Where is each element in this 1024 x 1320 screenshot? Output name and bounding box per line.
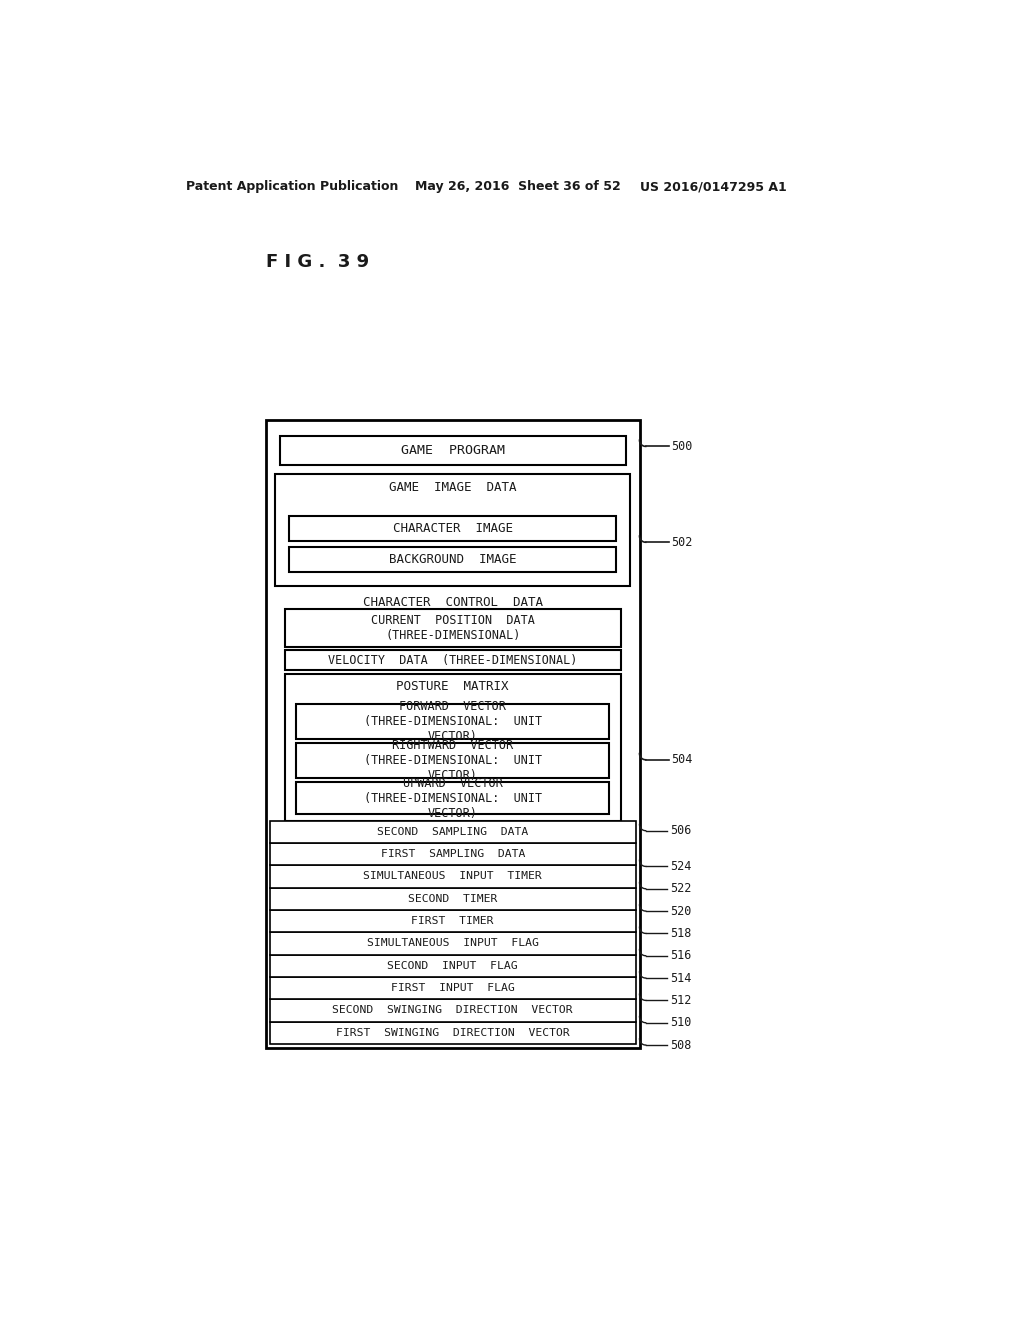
Text: FIRST  SWINGING  DIRECTION  VECTOR: FIRST SWINGING DIRECTION VECTOR bbox=[336, 1028, 569, 1038]
Text: VELOCITY  DATA  (THREE-DIMENSIONAL): VELOCITY DATA (THREE-DIMENSIONAL) bbox=[328, 653, 578, 667]
Text: 500: 500 bbox=[672, 440, 692, 453]
Text: F I G .  3 9: F I G . 3 9 bbox=[266, 253, 369, 272]
Bar bbox=[270, 932, 636, 954]
Text: SECOND  SWINGING  DIRECTION  VECTOR: SECOND SWINGING DIRECTION VECTOR bbox=[333, 1006, 573, 1015]
Text: 508: 508 bbox=[670, 1039, 691, 1052]
Bar bbox=[280, 436, 626, 465]
Bar bbox=[270, 909, 636, 932]
Text: CURRENT  POSITION  DATA
(THREE-DIMENSIONAL): CURRENT POSITION DATA (THREE-DIMENSIONAL… bbox=[371, 614, 535, 642]
Text: 514: 514 bbox=[670, 972, 691, 985]
Text: 506: 506 bbox=[670, 824, 691, 837]
Bar bbox=[270, 1022, 636, 1044]
Text: 502: 502 bbox=[672, 536, 692, 549]
Bar bbox=[270, 999, 636, 1022]
Bar bbox=[285, 609, 621, 647]
Text: US 2016/0147295 A1: US 2016/0147295 A1 bbox=[640, 181, 786, 194]
Text: 504: 504 bbox=[672, 754, 692, 767]
Bar bbox=[270, 887, 636, 909]
Text: 524: 524 bbox=[670, 859, 691, 873]
Bar bbox=[270, 843, 636, 866]
Bar bbox=[270, 866, 636, 887]
Text: SECOND  SAMPLING  DATA: SECOND SAMPLING DATA bbox=[377, 826, 528, 837]
Bar bbox=[266, 420, 640, 1048]
Text: FIRST  TIMER: FIRST TIMER bbox=[412, 916, 494, 927]
Bar bbox=[289, 548, 616, 572]
Text: UPWARD  VECTOR
(THREE-DIMENSIONAL:  UNIT
VECTOR): UPWARD VECTOR (THREE-DIMENSIONAL: UNIT V… bbox=[364, 776, 542, 820]
Bar bbox=[275, 474, 630, 586]
Bar bbox=[296, 743, 609, 779]
Text: SECOND  INPUT  FLAG: SECOND INPUT FLAG bbox=[387, 961, 518, 970]
Text: FORWARD  VECTOR
(THREE-DIMENSIONAL:  UNIT
VECTOR): FORWARD VECTOR (THREE-DIMENSIONAL: UNIT … bbox=[364, 700, 542, 743]
Bar bbox=[285, 675, 621, 821]
Text: Patent Application Publication: Patent Application Publication bbox=[186, 181, 398, 194]
Text: 516: 516 bbox=[670, 949, 691, 962]
Text: 510: 510 bbox=[670, 1016, 691, 1030]
Bar bbox=[270, 821, 636, 843]
Text: May 26, 2016  Sheet 36 of 52: May 26, 2016 Sheet 36 of 52 bbox=[415, 181, 621, 194]
Text: 518: 518 bbox=[670, 927, 691, 940]
Text: BACKGROUND  IMAGE: BACKGROUND IMAGE bbox=[389, 553, 516, 566]
Text: POSTURE  MATRIX: POSTURE MATRIX bbox=[396, 680, 509, 693]
Bar bbox=[289, 516, 616, 541]
Text: CHARACTER  IMAGE: CHARACTER IMAGE bbox=[393, 523, 513, 536]
Text: 512: 512 bbox=[670, 994, 691, 1007]
Text: GAME  IMAGE  DATA: GAME IMAGE DATA bbox=[389, 482, 516, 495]
Bar bbox=[285, 651, 621, 671]
Text: SECOND  TIMER: SECOND TIMER bbox=[408, 894, 498, 904]
Bar bbox=[270, 977, 636, 999]
Text: FIRST  INPUT  FLAG: FIRST INPUT FLAG bbox=[391, 983, 515, 993]
Bar bbox=[296, 781, 609, 814]
Text: CHARACTER  CONTROL  DATA: CHARACTER CONTROL DATA bbox=[362, 597, 543, 610]
Text: SIMULTANEOUS  INPUT  TIMER: SIMULTANEOUS INPUT TIMER bbox=[364, 871, 542, 882]
Bar bbox=[270, 954, 636, 977]
Text: 522: 522 bbox=[670, 882, 691, 895]
Bar bbox=[296, 704, 609, 739]
Text: SIMULTANEOUS  INPUT  FLAG: SIMULTANEOUS INPUT FLAG bbox=[367, 939, 539, 948]
Text: RIGHTWARD  VECTOR
(THREE-DIMENSIONAL:  UNIT
VECTOR): RIGHTWARD VECTOR (THREE-DIMENSIONAL: UNI… bbox=[364, 739, 542, 781]
Text: FIRST  SAMPLING  DATA: FIRST SAMPLING DATA bbox=[381, 849, 525, 859]
Text: 520: 520 bbox=[670, 904, 691, 917]
Text: GAME  PROGRAM: GAME PROGRAM bbox=[400, 444, 505, 457]
